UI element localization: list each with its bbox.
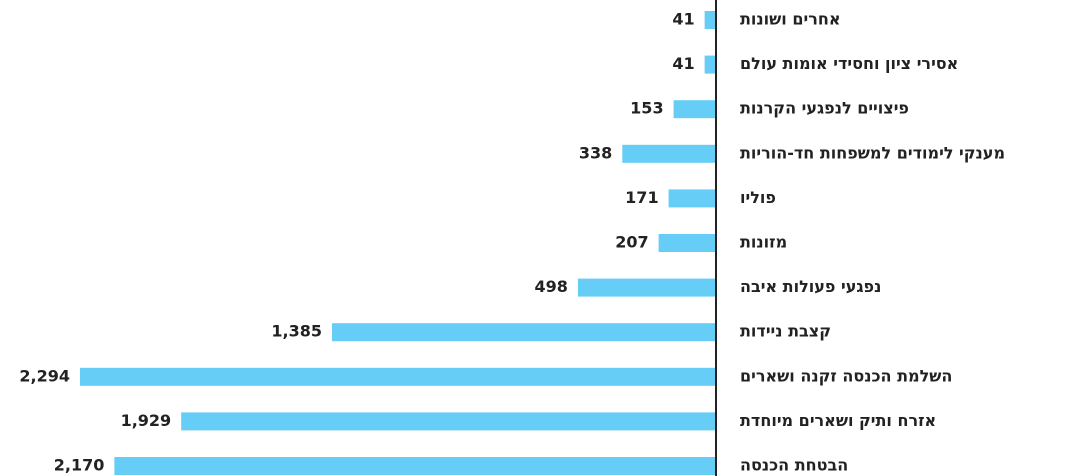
value-label: 2,170 bbox=[54, 456, 105, 475]
value-label: 338 bbox=[579, 143, 612, 162]
category-label: אזרח ותיק ושארים מיוחדת bbox=[740, 411, 936, 430]
value-label: 498 bbox=[535, 277, 568, 296]
bar bbox=[80, 367, 716, 386]
value-label: 41 bbox=[672, 54, 694, 73]
value-label: 171 bbox=[625, 188, 658, 207]
category-label: פיצויים לנפגעי הקרנות bbox=[740, 99, 909, 118]
category-label: מענקי לימודים למשפחות חד-הוריות bbox=[740, 143, 1005, 162]
value-label: 1,929 bbox=[121, 411, 172, 430]
bar bbox=[181, 412, 716, 431]
value-label: 153 bbox=[630, 99, 663, 118]
bar bbox=[622, 144, 716, 163]
bar bbox=[658, 234, 716, 252]
bar bbox=[114, 457, 717, 475]
value-label: 1,385 bbox=[271, 322, 322, 341]
category-label: מזונות bbox=[740, 233, 787, 252]
category-label: קצבת ניידות bbox=[740, 322, 831, 341]
value-label: 41 bbox=[672, 10, 694, 29]
bar bbox=[704, 55, 716, 74]
category-label: הבטחת הכנסה bbox=[740, 456, 848, 475]
category-label: פוליו bbox=[740, 188, 776, 207]
category-label: נפגעי פעולות איבה bbox=[740, 277, 881, 296]
bar bbox=[673, 100, 716, 119]
category-label: אסירי ציון וחסידי אומות עולם bbox=[740, 54, 958, 73]
category-label: השלמת הכנסה זקנה ושארים bbox=[740, 366, 952, 385]
bar bbox=[704, 11, 716, 29]
bar bbox=[668, 189, 716, 208]
bar bbox=[577, 278, 716, 297]
value-label: 207 bbox=[615, 233, 648, 252]
value-label: 2,294 bbox=[19, 366, 70, 385]
bar bbox=[332, 323, 716, 342]
category-label: אחרים ושונות bbox=[740, 10, 840, 29]
